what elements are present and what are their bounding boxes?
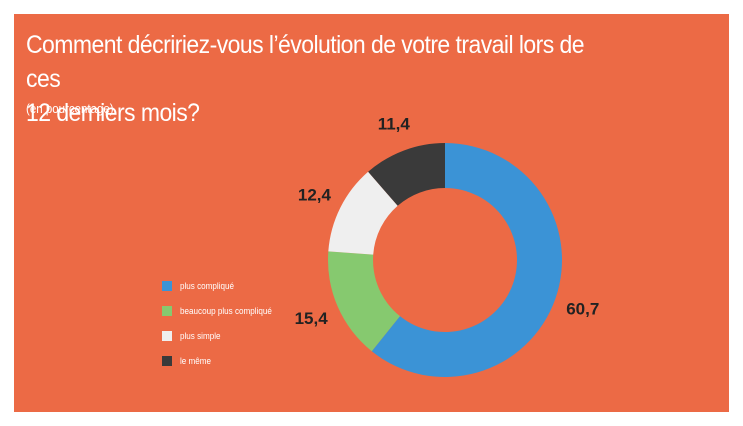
chart-title-line-2: 12 derniers mois? bbox=[26, 99, 200, 127]
data-label-beaucoup-plus-complique: 15,4 bbox=[295, 309, 329, 328]
legend-label-le-meme: le même bbox=[180, 356, 212, 366]
chart-subtitle: (en pourcentage) bbox=[26, 102, 114, 116]
donut-chart: 60,7 15,4 12,4 11,4 bbox=[295, 114, 599, 377]
chart-title: Comment décririez-vous l’évolution de vo… bbox=[26, 28, 596, 130]
chart-panel: Comment décririez-vous l’évolution de vo… bbox=[14, 14, 729, 412]
legend-swatch-le-meme bbox=[162, 356, 172, 366]
legend-label-plus-simple: plus simple bbox=[180, 331, 221, 341]
legend-label-plus-complique: plus compliqué bbox=[180, 281, 235, 291]
data-label-le-meme: 11,4 bbox=[378, 114, 411, 133]
data-label-plus-complique: 60,7 bbox=[566, 299, 599, 318]
donut-slice-plus-complique bbox=[371, 143, 563, 377]
donut-slice-beaucoup-plus-complique bbox=[328, 251, 400, 352]
legend-swatch-plus-complique bbox=[162, 281, 172, 291]
data-label-plus-simple: 12,4 bbox=[298, 186, 332, 205]
donut-slice-le-meme bbox=[368, 143, 445, 206]
legend-swatch-plus-simple bbox=[162, 331, 172, 341]
chart-title-line-1: Comment décririez-vous l’évolution de vo… bbox=[26, 31, 585, 93]
donut-slice-plus-simple bbox=[328, 171, 398, 255]
legend-label-beaucoup-plus-complique: beaucoup plus compliqué bbox=[180, 306, 272, 316]
legend-swatch-beaucoup-plus-complique bbox=[162, 306, 172, 316]
